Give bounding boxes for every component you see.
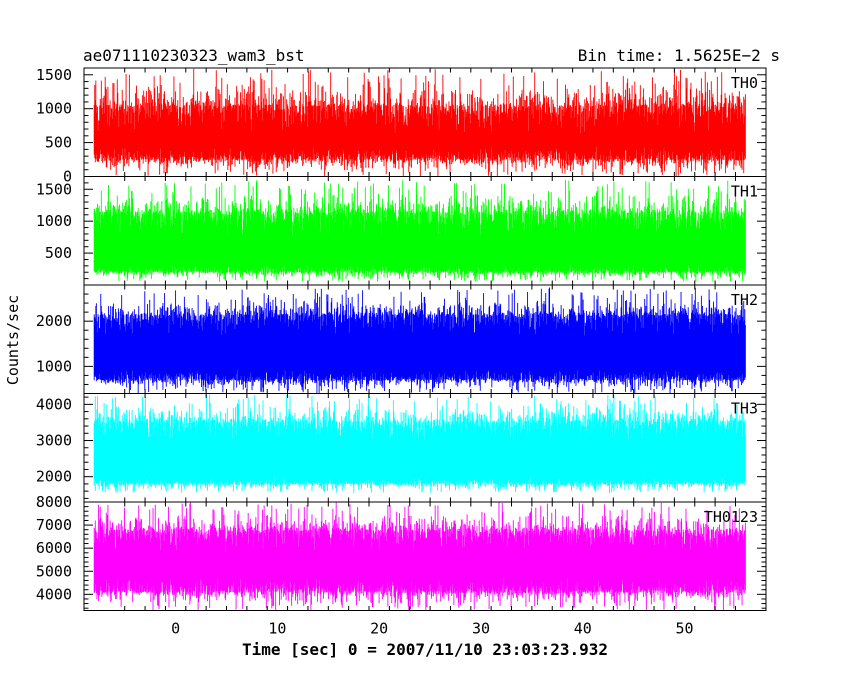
y-tick-label: 1500 bbox=[36, 180, 72, 198]
y-tick-label: 500 bbox=[45, 134, 72, 152]
y-tick-label: 6000 bbox=[36, 539, 72, 557]
series-th2 bbox=[93, 287, 746, 394]
x-tick-label: 30 bbox=[472, 620, 490, 638]
panel-th1: 500 1000 1500 TH1 bbox=[36, 176, 767, 286]
y-axis-label: Counts/sec bbox=[4, 295, 22, 385]
panel-label: TH0123 bbox=[704, 508, 758, 526]
panel-th3: 2000 3000 4000 TH3 bbox=[36, 393, 767, 503]
y-tick-label: 5000 bbox=[36, 562, 72, 580]
panel-frame bbox=[83, 501, 767, 611]
y-tick-label: 7000 bbox=[36, 516, 72, 534]
x-tick-label: 0 bbox=[171, 620, 180, 638]
y-tick-label: 4000 bbox=[36, 585, 72, 603]
y-tick-label: 2000 bbox=[36, 312, 72, 330]
y-tick-label: 1000 bbox=[36, 357, 72, 375]
y-tick-label: 3000 bbox=[36, 432, 72, 450]
y-tick-label: 8000 bbox=[36, 493, 72, 511]
bin-time-label: Bin time: 1.5625E−2 s bbox=[578, 46, 780, 65]
panel-th0123: 4000 5000 6000 7000 8000 TH0123 bbox=[36, 493, 767, 611]
panel-label: TH2 bbox=[731, 291, 758, 309]
panels-group: 0 500 1000 1500 TH0 500 1000 1500 TH1 1000 2000 TH2… bbox=[36, 66, 767, 611]
x-tick-label: 50 bbox=[676, 620, 694, 638]
panel-th0: 0 500 1000 1500 TH0 bbox=[36, 66, 767, 186]
y-tick-label: 1500 bbox=[36, 66, 72, 84]
y-tick-label: 500 bbox=[45, 244, 72, 262]
panel-label: TH0 bbox=[731, 74, 758, 92]
x-axis: 0 10 20 30 40 50 bbox=[171, 620, 694, 638]
chart-title: ae071110230323_wam3_bst bbox=[83, 46, 305, 65]
y-tick-label: 1000 bbox=[36, 100, 72, 118]
series-th3 bbox=[93, 393, 746, 493]
y-tick-label: 4000 bbox=[36, 395, 72, 413]
x-tick-label: 20 bbox=[370, 620, 388, 638]
panel-th2: 1000 2000 TH2 bbox=[36, 284, 767, 394]
panel-label: TH3 bbox=[731, 400, 758, 418]
panel-label: TH1 bbox=[731, 183, 758, 201]
y-tick-label: 2000 bbox=[36, 468, 72, 486]
series-th1 bbox=[93, 179, 746, 282]
x-tick-label: 40 bbox=[574, 620, 592, 638]
y-tick-label: 1000 bbox=[36, 212, 72, 230]
x-axis-label: Time [sec] 0 = 2007/11/10 23:03:23.932 bbox=[242, 640, 608, 659]
series-th0123 bbox=[93, 502, 746, 611]
x-tick-label: 10 bbox=[268, 620, 286, 638]
y-tick-label: 0 bbox=[63, 168, 72, 186]
series-th0 bbox=[93, 68, 746, 177]
